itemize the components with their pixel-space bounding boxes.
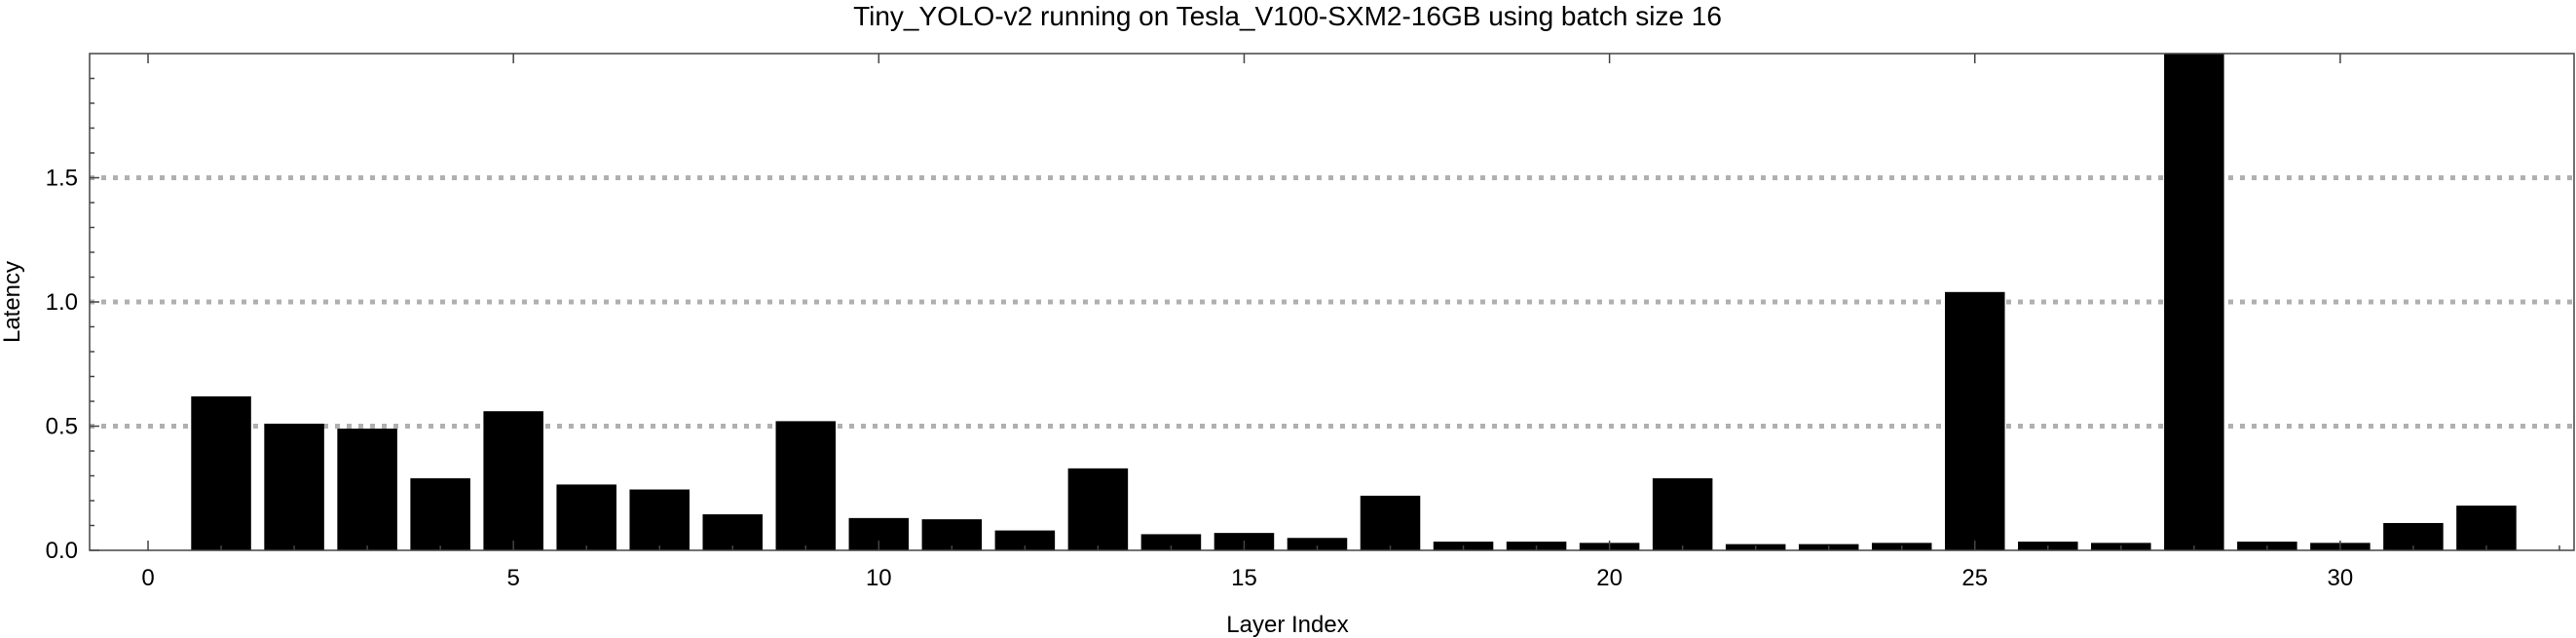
bar-layer-3 — [337, 429, 397, 550]
y-tick-label: 0.0 — [46, 538, 78, 564]
y-tick-label: 1.5 — [46, 166, 78, 192]
y-axis-ticks: 0.0 0.5 1.0 1.5 — [46, 77, 99, 564]
bar-layer-5 — [483, 411, 543, 550]
bar-layer-28 — [2164, 54, 2224, 550]
bar-layer-7 — [629, 489, 690, 550]
bar-layer-8 — [702, 514, 764, 550]
bar-layer-2 — [264, 423, 324, 550]
chart-title: Tiny_YOLO-v2 running on Tesla_V100-SXM2-… — [853, 1, 1722, 31]
bar-layer-9 — [775, 421, 837, 550]
x-tick-label: 0 — [141, 565, 154, 591]
x-axis-ticks: 0 5 10 15 20 25 30 — [141, 54, 2560, 591]
bars — [191, 54, 2517, 550]
bar-layer-1 — [191, 395, 251, 550]
bar-layer-32 — [2456, 506, 2517, 550]
bar-layer-25 — [1944, 291, 2005, 550]
y-axis-label: Latency — [0, 261, 25, 343]
x-tick-label: 15 — [1231, 565, 1257, 591]
bar-layer-6 — [556, 484, 616, 550]
x-tick-label: 25 — [1961, 565, 1988, 591]
bar-layer-17 — [1360, 495, 1421, 550]
bar-layer-13 — [1067, 468, 1129, 550]
bar-layer-11 — [921, 519, 983, 550]
y-tick-label: 1.0 — [46, 289, 78, 316]
bar-layer-4 — [410, 478, 470, 550]
bar-layer-12 — [994, 530, 1056, 550]
x-axis-label: Layer Index — [1226, 612, 1348, 638]
bar-layer-16 — [1287, 538, 1348, 550]
x-tick-label: 30 — [2328, 565, 2354, 591]
bar-layer-14 — [1140, 534, 1202, 550]
grid-lines — [90, 175, 2574, 429]
bar-layer-21 — [1652, 478, 1713, 550]
y-tick-label: 0.5 — [46, 414, 78, 440]
x-tick-label: 10 — [866, 565, 892, 591]
x-tick-label: 20 — [1596, 565, 1623, 591]
x-tick-label: 5 — [506, 565, 519, 591]
